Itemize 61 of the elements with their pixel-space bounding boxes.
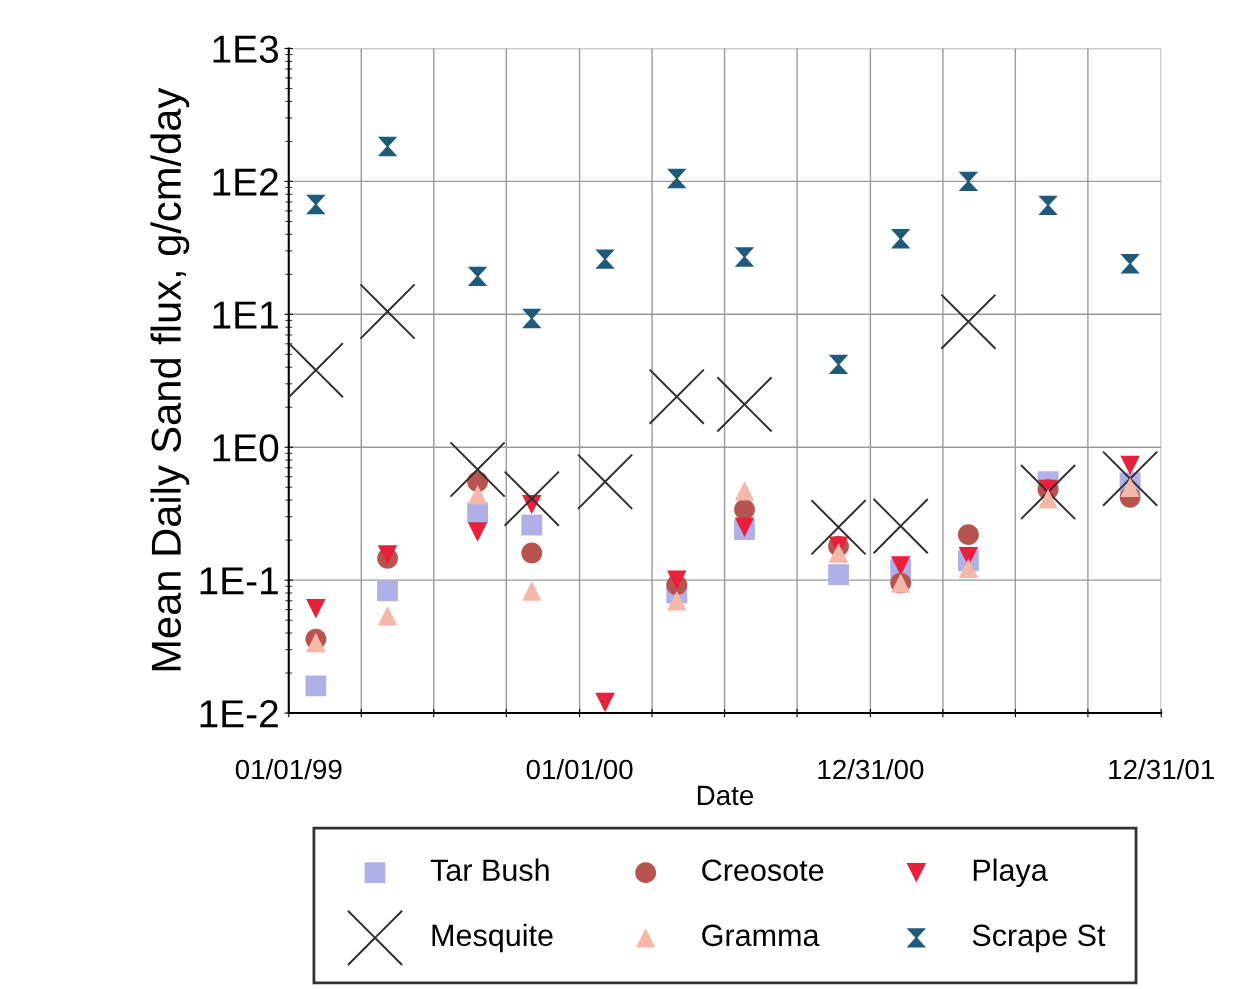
legend-label: Creosote	[702, 859, 824, 882]
point	[667, 168, 687, 189]
point	[503, 470, 560, 527]
point	[716, 376, 773, 433]
point	[1020, 464, 1076, 520]
x-axis-title: Date	[697, 785, 754, 806]
point	[958, 171, 979, 192]
legend-label: Scrape St	[972, 924, 1106, 953]
point	[522, 581, 542, 601]
y-axis-title: Mean Daily Sand flux, g/cm/day	[150, 87, 190, 671]
point	[577, 453, 633, 510]
point	[467, 266, 488, 287]
legend-label: Mesquite	[432, 923, 553, 953]
y-tick-label: 1E1	[213, 301, 278, 329]
x-tick-label: 12/31/01	[1109, 758, 1214, 780]
point	[595, 249, 615, 269]
point	[828, 564, 849, 586]
point	[648, 368, 705, 425]
y-tick-label: 1E2	[213, 168, 278, 196]
point	[467, 522, 488, 542]
y-tick-label: 1E0	[213, 434, 279, 462]
point	[828, 543, 849, 563]
point	[521, 542, 543, 564]
point	[288, 342, 344, 398]
point	[940, 293, 997, 350]
y-tick-label: 1E-1	[200, 567, 278, 595]
point	[957, 524, 979, 546]
point	[359, 283, 416, 340]
point	[958, 558, 979, 578]
x-tick-label: 01/01/00	[526, 758, 633, 780]
point	[734, 247, 755, 267]
point	[595, 692, 615, 713]
y-tick-label: 1E-2	[200, 700, 278, 728]
x-tick-label: 12/31/00	[818, 758, 924, 780]
point	[467, 484, 488, 505]
x-tick-label: 01/01/99	[235, 758, 342, 780]
legend-label: Tar Bush	[430, 858, 549, 882]
point	[1120, 254, 1140, 274]
legend-label: Playa	[973, 858, 1048, 888]
legend-label: Gramma	[702, 924, 820, 947]
point	[522, 308, 542, 329]
point	[890, 556, 911, 576]
point	[521, 514, 543, 536]
point	[1038, 195, 1058, 216]
point	[377, 580, 398, 602]
point	[890, 229, 911, 249]
y-tick-label: 1E3	[213, 35, 279, 63]
point	[1102, 450, 1158, 507]
point	[305, 675, 327, 697]
point	[377, 136, 398, 157]
point	[667, 591, 687, 611]
point	[1120, 455, 1140, 476]
point	[667, 570, 687, 590]
point	[306, 598, 326, 619]
point	[828, 354, 849, 375]
point	[734, 481, 755, 501]
point	[810, 499, 867, 556]
point	[872, 498, 929, 554]
point	[449, 441, 506, 498]
point	[306, 194, 326, 215]
point	[377, 606, 398, 626]
